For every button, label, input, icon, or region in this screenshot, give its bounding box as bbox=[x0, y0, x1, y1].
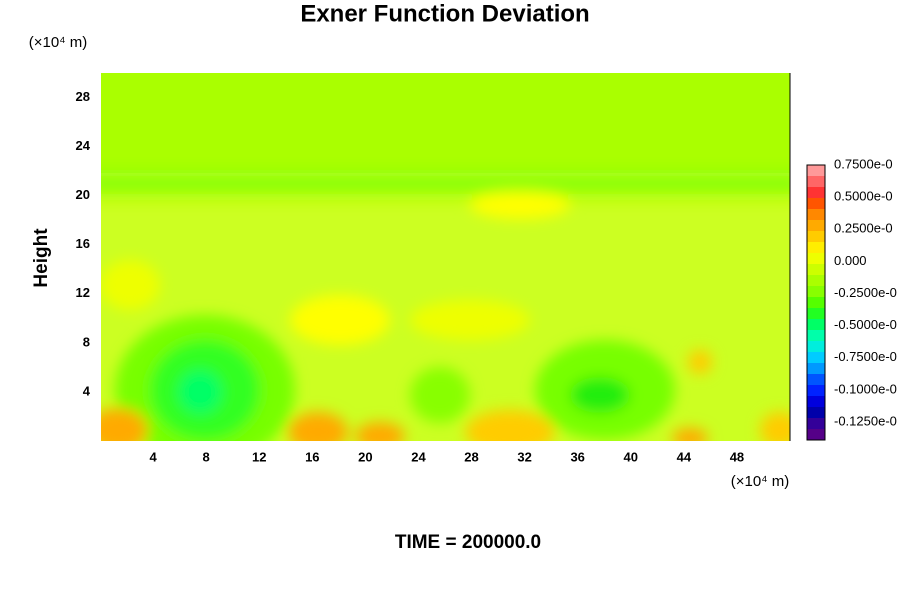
colorbar-band bbox=[807, 275, 825, 287]
colorbar-band bbox=[807, 396, 825, 408]
colorbar-band bbox=[807, 198, 825, 210]
colorbar-band bbox=[807, 363, 825, 375]
x-tick-label: 36 bbox=[570, 449, 584, 464]
colorbar-band bbox=[807, 253, 825, 265]
x-tick-label: 12 bbox=[252, 449, 266, 464]
colorbar-label: 0.7500e-0 bbox=[834, 156, 893, 171]
colorbar-band bbox=[807, 374, 825, 386]
colorbar-band bbox=[807, 264, 825, 276]
colorbar-band bbox=[807, 209, 825, 221]
x-tick-label: 20 bbox=[358, 449, 372, 464]
x-tick-label: 28 bbox=[464, 449, 478, 464]
colorbar-band bbox=[807, 308, 825, 320]
colorbar-label: 0.000 bbox=[834, 253, 867, 268]
colorbar-band bbox=[807, 165, 825, 177]
y-tick-label: 20 bbox=[76, 187, 90, 202]
colorbar-label: -0.7500e-0 bbox=[834, 349, 897, 364]
colorbar-frame bbox=[806, 164, 826, 441]
x-tick-label: 16 bbox=[305, 449, 319, 464]
y-tick-label: 16 bbox=[76, 236, 90, 251]
colorbar-band bbox=[807, 187, 825, 199]
contour-field bbox=[101, 73, 790, 441]
colorbar-band bbox=[807, 407, 825, 419]
colorbar-band bbox=[807, 330, 825, 342]
x-tick-label: 24 bbox=[411, 449, 426, 464]
colorbar-band bbox=[807, 341, 825, 353]
x-tick-label: 40 bbox=[624, 449, 638, 464]
colorbar-label: -0.2500e-0 bbox=[834, 285, 897, 300]
colorbar-band bbox=[807, 429, 825, 441]
y-tick-label: 4 bbox=[83, 383, 91, 398]
y-tick-label: 28 bbox=[76, 89, 90, 104]
colorbar-label: 0.5000e-0 bbox=[834, 189, 893, 204]
colorbar-band bbox=[807, 176, 825, 188]
x-tick-label: 8 bbox=[203, 449, 210, 464]
footer: TIME = 200000.0 bbox=[395, 532, 541, 553]
colorbar-label: 0.2500e-0 bbox=[834, 221, 893, 236]
colorbar-band bbox=[807, 242, 825, 254]
y-tick-label: 12 bbox=[76, 285, 90, 300]
x-unit: (×10⁴ m) bbox=[731, 473, 790, 490]
colorbar-band bbox=[807, 352, 825, 364]
x-tick-label: 32 bbox=[517, 449, 531, 464]
colorbar-label: -0.1250e-0 bbox=[834, 413, 897, 428]
colorbar-label: -0.1000e-0 bbox=[834, 381, 897, 396]
colorbar-band bbox=[807, 220, 825, 232]
colorbar-band bbox=[807, 319, 825, 331]
colorbar-band bbox=[807, 297, 825, 309]
y-axis-label: Height bbox=[31, 228, 52, 288]
y-tick-label: 8 bbox=[83, 334, 90, 349]
x-tick-label: 4 bbox=[149, 449, 157, 464]
colorbar-band bbox=[807, 286, 825, 298]
colorbar-band bbox=[807, 231, 825, 243]
colorbar-band bbox=[807, 385, 825, 397]
chart-title: Exner Function Deviation bbox=[300, 0, 589, 27]
x-tick-label: 48 bbox=[730, 449, 744, 464]
colorbar-label: -0.5000e-0 bbox=[834, 317, 897, 332]
y-unit: (×10⁴ m) bbox=[29, 34, 88, 51]
colorbar-band bbox=[807, 418, 825, 430]
x-tick-label: 44 bbox=[677, 449, 692, 464]
y-tick-label: 24 bbox=[76, 138, 91, 153]
